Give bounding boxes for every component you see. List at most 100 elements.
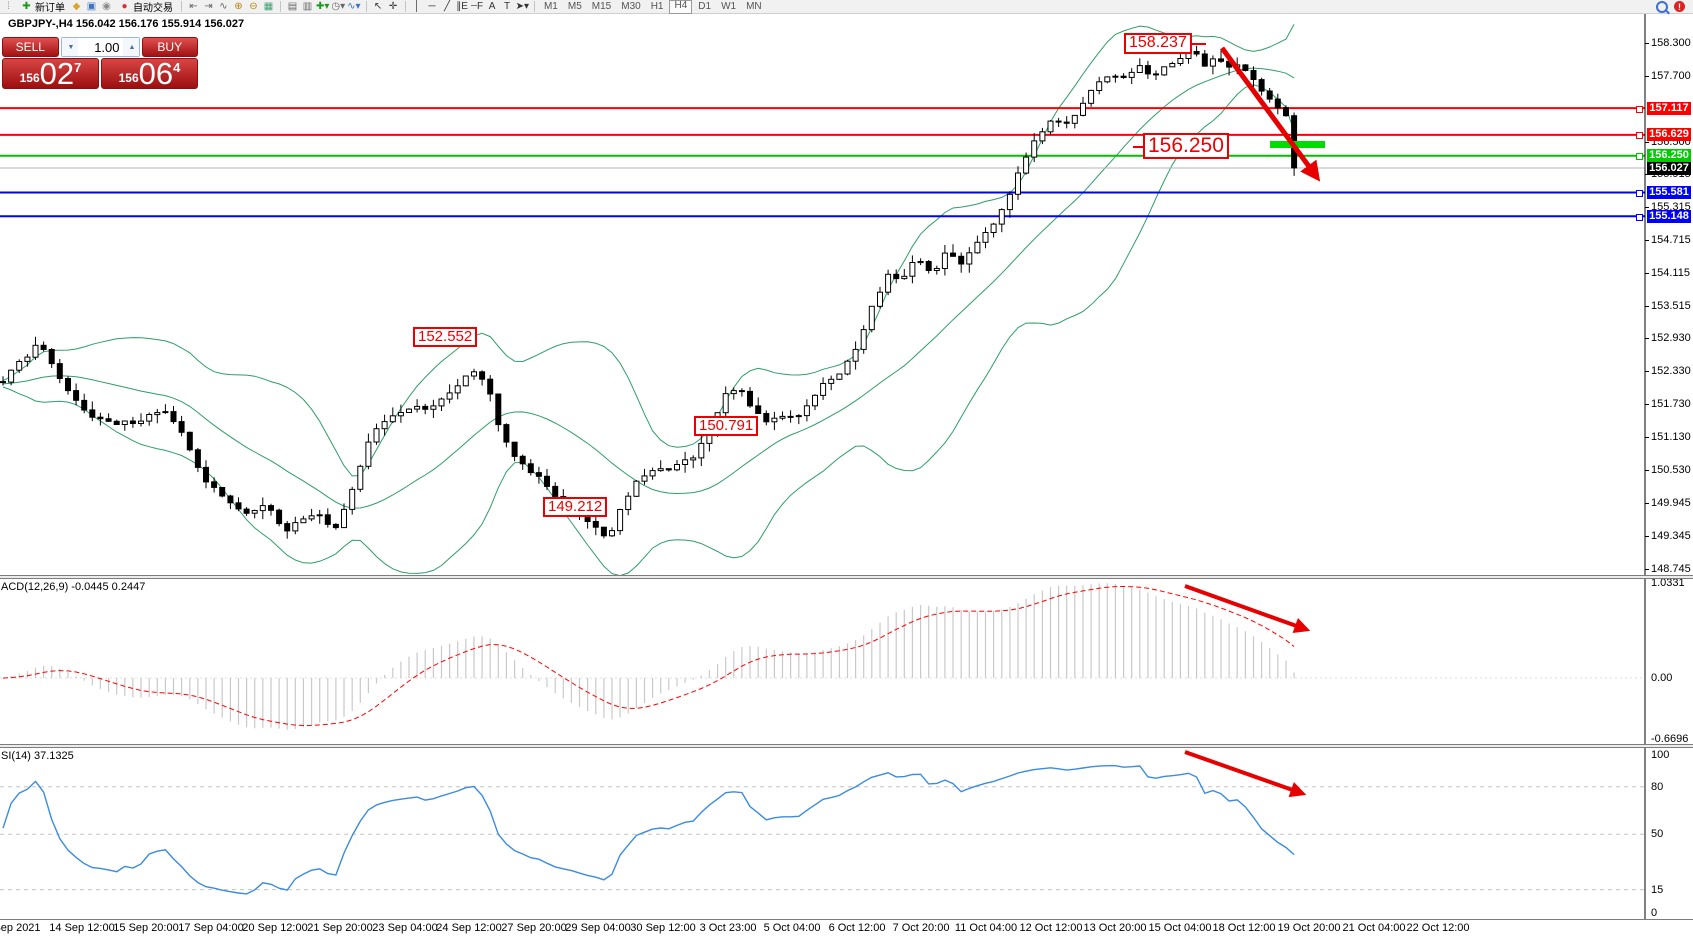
signal-icon[interactable]: ◉ — [102, 0, 111, 12]
macd-axis-label: 1.0331 — [1651, 577, 1685, 589]
buy-price-box[interactable]: 156 06 4 — [101, 58, 198, 89]
one-click-trade-panel: SELL ▼ ▲ BUY 156 02 7 156 06 4 — [2, 37, 198, 89]
hline-handle[interactable] — [1636, 190, 1643, 197]
time-axis-label: 12 Oct 12:00 — [1019, 922, 1083, 934]
autotrading-button[interactable]: ● 自动交易 — [115, 0, 176, 15]
price-line-badge: 157.117 — [1647, 102, 1691, 115]
price-callout[interactable]: 150.791 — [694, 416, 759, 436]
time-axis-label: 30 Sep 12:00 — [630, 922, 696, 934]
trendline-icon[interactable]: ╱ — [444, 0, 451, 12]
tile-windows-icon[interactable]: ▦ — [263, 0, 274, 12]
timeframe-m15-button[interactable]: M15 — [591, 0, 612, 12]
buy-price-prefix: 156 — [118, 71, 139, 85]
price-tick-mark — [1645, 437, 1649, 438]
pane-separator[interactable] — [0, 744, 1693, 748]
rsi-axis-label: 80 — [1651, 781, 1664, 793]
buy-button[interactable]: BUY — [141, 37, 198, 57]
hline-handle[interactable] — [1636, 214, 1643, 221]
volume-increase-button[interactable]: ▲ — [122, 38, 139, 56]
volume-decrease-button[interactable]: ▼ — [61, 38, 78, 56]
time-axis-line — [0, 919, 1693, 920]
crosshair-icon[interactable]: ✛ — [388, 0, 398, 12]
new-order-icon: ✚ — [22, 0, 31, 12]
time-axis-label: 21 Oct 04:00 — [1342, 922, 1406, 934]
price-tick-label: 151.130 — [1651, 431, 1691, 443]
time-axis-label: 19 Oct 20:00 — [1277, 922, 1341, 934]
price-line-badge: 155.148 — [1647, 210, 1691, 223]
candle-chart-icon[interactable]: ▥ — [302, 0, 313, 12]
label-icon[interactable]: T — [504, 0, 511, 12]
price-tick-mark — [1645, 207, 1649, 208]
price-tick-label: 152.930 — [1651, 332, 1691, 344]
price-line-badge: 156.250 — [1647, 149, 1691, 162]
price-tick-label: 153.515 — [1651, 300, 1691, 312]
sell-button[interactable]: SELL — [2, 37, 59, 57]
timeframe-h4-button[interactable]: H4 — [669, 0, 693, 14]
vertical-line-icon[interactable]: │ — [413, 0, 421, 12]
time-axis-label: 23 Sep 04:00 — [372, 922, 438, 934]
zoom-in-icon[interactable]: ⊕ — [234, 0, 243, 12]
timeframe-h1-button[interactable]: H1 — [650, 0, 664, 12]
timeframe-m5-button[interactable]: M5 — [567, 0, 582, 12]
timeframe-m30-button[interactable]: M30 — [621, 0, 641, 12]
callout-tail — [1191, 43, 1206, 46]
zoom-out-icon[interactable]: ⊖ — [249, 0, 258, 12]
macd-axis-label: -0.6696 — [1651, 733, 1689, 745]
time-axis-label: Sep 2021 — [0, 922, 41, 934]
hline-handle[interactable] — [1636, 132, 1643, 139]
search-icon[interactable] — [1656, 0, 1668, 13]
hline-handle[interactable] — [1636, 106, 1643, 113]
arrows-tool-icon[interactable]: ➤▾ — [515, 0, 529, 12]
profile-curve-icon[interactable]: ∿ — [219, 0, 228, 12]
autoscroll-icon[interactable]: ⇥ — [204, 0, 213, 12]
timeframe-d1-button[interactable]: D1 — [698, 0, 712, 12]
chart-title: GBPJPY-,H4 156.042 156.176 155.914 156.0… — [8, 18, 245, 30]
hline-handle[interactable] — [1636, 153, 1643, 160]
cursor-icon[interactable]: ↖ — [373, 0, 383, 12]
time-axis-label: 24 Sep 12:00 — [436, 922, 502, 934]
timeframe-m1-button[interactable]: M1 — [543, 0, 558, 12]
price-tick-label: 154.115 — [1651, 267, 1690, 279]
new-order-button[interactable]: ✚ 新订单 — [17, 0, 68, 15]
rsi-label: SI(14) 37.1325 — [1, 750, 74, 762]
price-tick-label: 151.730 — [1651, 398, 1691, 410]
volume-input[interactable] — [77, 38, 123, 56]
price-callout[interactable]: 156.250 — [1133, 133, 1229, 160]
periods-clock-icon[interactable]: ◷▾ — [331, 0, 346, 12]
timeframe-w1-button[interactable]: W1 — [721, 0, 737, 12]
time-axis-label: 13 Oct 20:00 — [1083, 922, 1147, 934]
chart-type-icon[interactable]: ∿▾ — [347, 0, 361, 12]
timeframe-mn-button[interactable]: MN — [746, 0, 762, 12]
rsi-axis-label: 15 — [1651, 884, 1664, 896]
bar-chart-icon[interactable]: ▤ — [287, 0, 298, 12]
price-tick-mark — [1645, 142, 1649, 143]
rsi-axis-label: 0 — [1651, 907, 1658, 919]
indicators-add-icon[interactable]: ✚▾ — [316, 0, 330, 12]
price-line-badge: 156.027 — [1647, 162, 1691, 175]
channel-icon[interactable]: ∥E — [456, 0, 468, 12]
price-line-badge: 155.581 — [1647, 186, 1691, 199]
notifications-icon[interactable]: ! — [1674, 1, 1685, 12]
price-callout[interactable]: 152.552 — [413, 327, 478, 347]
fibonacci-icon[interactable]: ┄F — [470, 0, 484, 12]
horizontal-line-icon[interactable]: ─ — [428, 0, 436, 12]
time-axis-label: 15 Oct 04:00 — [1148, 922, 1212, 934]
sell-price-box[interactable]: 156 02 7 — [2, 58, 99, 89]
price-tick-label: 154.715 — [1651, 234, 1691, 246]
buy-price-sup: 4 — [173, 60, 181, 75]
macd-label: ACD(12,26,9) -0.0445 0.2447 — [1, 581, 146, 593]
pane-separator[interactable] — [0, 575, 1693, 579]
text-icon[interactable]: A — [488, 0, 496, 12]
price-tick-label: 148.745 — [1651, 563, 1691, 575]
price-tick-mark — [1645, 43, 1649, 44]
messages-icon[interactable]: ▣ — [86, 0, 97, 12]
time-axis-label: 18 Oct 12:00 — [1212, 922, 1276, 934]
sell-price-main: 02 — [39, 56, 75, 91]
time-axis-label: 20 Sep 12:00 — [242, 922, 308, 934]
price-callout[interactable]: 149.212 — [543, 497, 608, 517]
layers-icon[interactable]: ◆ — [72, 0, 81, 12]
price-callout[interactable]: 158.237 — [1124, 33, 1206, 54]
price-tick-mark — [1645, 240, 1649, 241]
shift-chart-icon[interactable]: ⇤ — [189, 0, 198, 12]
